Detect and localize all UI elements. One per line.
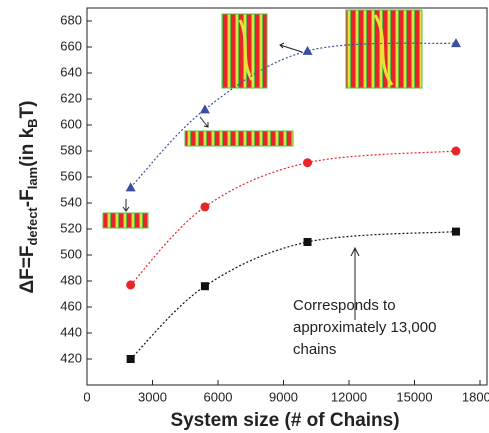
- fit-curve: [131, 232, 456, 359]
- y-tick-label: 600: [60, 116, 82, 131]
- y-tick-label: 500: [60, 246, 82, 261]
- x-axis-label: System size (# of Chains): [170, 410, 399, 431]
- y-tick-label: 420: [60, 350, 82, 365]
- y-tick-label: 580: [60, 142, 82, 157]
- marker: [200, 104, 210, 113]
- x-tick-label: 15000: [396, 389, 432, 404]
- y-label-part: T): [17, 101, 38, 119]
- y-label-part: ΔF=F: [17, 246, 38, 294]
- y-label-part: defect: [25, 207, 40, 246]
- marker: [303, 158, 312, 167]
- marker: [201, 282, 209, 290]
- x-tick-label: 12000: [331, 389, 367, 404]
- y-tick-label: 480: [60, 272, 82, 287]
- y-tick-label: 520: [60, 220, 82, 235]
- x-tick-label: 18000: [462, 389, 489, 404]
- marker: [127, 355, 135, 363]
- insets: [103, 10, 422, 320]
- y-label-part: -F: [17, 189, 38, 207]
- y-label-part: lam: [25, 167, 40, 189]
- y-tick-label: 560: [60, 168, 82, 183]
- marker: [304, 238, 312, 246]
- marker: [452, 228, 460, 236]
- y-axis-label: ΔF=Fdefect-Flam(in kBT): [17, 101, 40, 294]
- x-tick-label: 9000: [269, 389, 298, 404]
- y-tick-label: 540: [60, 194, 82, 209]
- y-tick-label: 680: [60, 12, 82, 27]
- annotation: approximately 13,000: [293, 319, 436, 336]
- y-tick-label: 620: [60, 90, 82, 105]
- y-tick-label: 640: [60, 64, 82, 79]
- marker: [200, 202, 209, 211]
- x-tick-label: 6000: [204, 389, 233, 404]
- marker: [126, 280, 135, 289]
- y-label-part: (in k: [17, 127, 38, 166]
- marker: [451, 38, 461, 47]
- fit-curve: [131, 151, 456, 285]
- y-label-text: ΔF=Fdefect-Flam(in kBT): [17, 101, 40, 294]
- x-tick-label: 0: [83, 389, 90, 404]
- annotation: chains: [293, 341, 336, 358]
- y-label-part: B: [25, 118, 40, 127]
- chart: ΔF=Fdefect-Flam(in kBT) System size (# o…: [0, 0, 489, 433]
- marker: [451, 147, 460, 156]
- x-tick-label: 3000: [138, 389, 167, 404]
- marker: [303, 46, 313, 55]
- annotation: Corresponds to: [293, 297, 396, 314]
- y-tick-label: 440: [60, 324, 82, 339]
- y-tick-label: 460: [60, 298, 82, 313]
- y-tick-label: 660: [60, 38, 82, 53]
